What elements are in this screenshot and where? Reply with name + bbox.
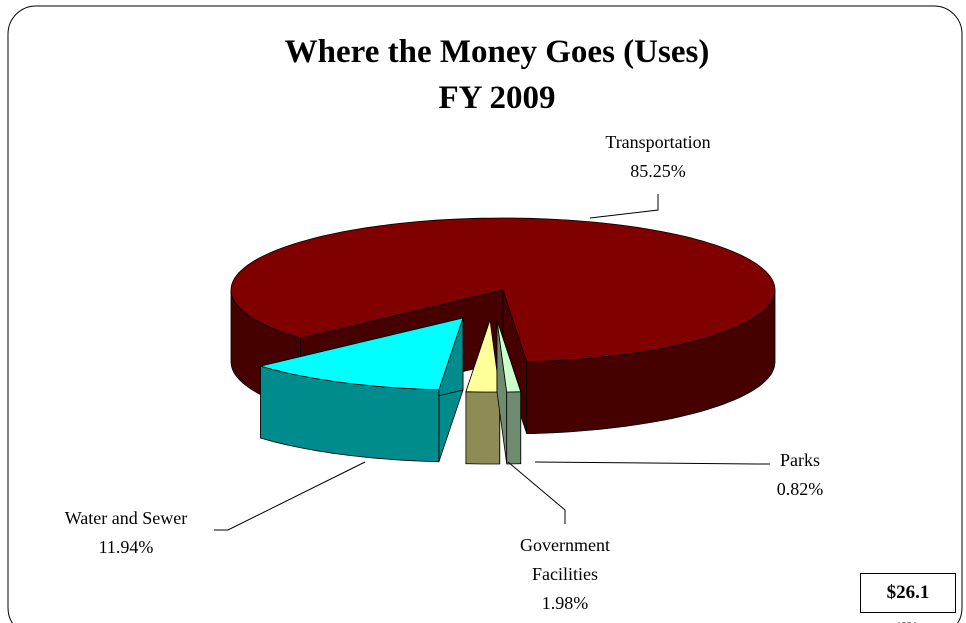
slice-label: Water and Sewer 11.94%	[26, 504, 226, 562]
chart-title: Where the Money Goes (Uses)	[284, 34, 710, 70]
slices	[230, 217, 776, 465]
category-label: Transportation	[605, 132, 711, 152]
slice-top	[496, 319, 522, 393]
slice-label: Government Facilities 1.98%	[495, 531, 635, 618]
category-label: Water and Sewer	[64, 508, 188, 528]
leader-line	[534, 461, 770, 465]
category-label: Parks	[780, 450, 820, 470]
value-label: 0.82%	[776, 479, 824, 499]
slice-top	[259, 317, 464, 391]
value-label: 85.25%	[630, 161, 686, 181]
chart-border	[7, 5, 963, 623]
total-annotation: $26.1 Million	[860, 573, 956, 623]
leader-line	[589, 194, 659, 219]
slice-label: Transportation 85.25%	[558, 128, 758, 186]
chart-subtitle: FY 2009	[438, 80, 556, 116]
value-label: 1.98%	[541, 593, 589, 613]
slice-top	[230, 217, 776, 363]
leader-line	[214, 461, 366, 531]
slice-wall	[506, 391, 522, 465]
leader-lines	[214, 194, 770, 531]
value-label: 11.94%	[98, 537, 154, 557]
slice-wall	[465, 391, 501, 465]
slice-label: Parks 0.82%	[740, 446, 860, 504]
category-label: Government Facilities	[520, 535, 610, 584]
leader-line	[507, 461, 566, 524]
